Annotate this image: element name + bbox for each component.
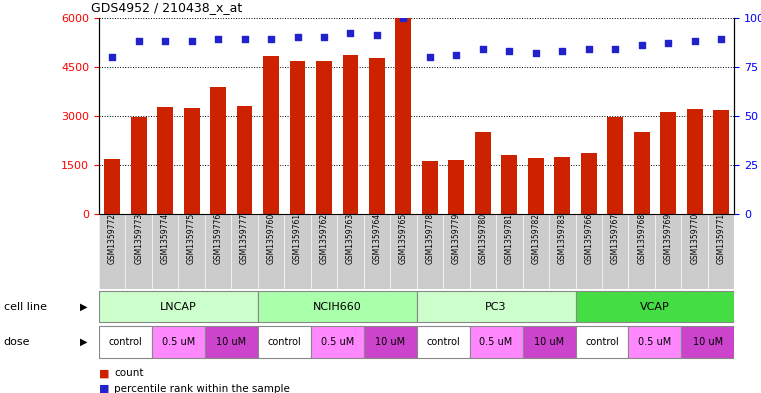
Bar <box>396 18 412 214</box>
Point <box>715 36 728 42</box>
Bar <box>523 326 575 358</box>
Bar <box>158 107 173 214</box>
Point <box>662 40 674 46</box>
Text: PC3: PC3 <box>486 301 507 312</box>
Bar <box>448 160 464 214</box>
Text: 10 uM: 10 uM <box>534 337 564 347</box>
Bar <box>289 61 305 214</box>
Point <box>265 36 277 42</box>
Bar <box>501 155 517 214</box>
Text: 10 uM: 10 uM <box>216 337 247 347</box>
Text: cell line: cell line <box>4 301 47 312</box>
Point <box>212 36 224 42</box>
Bar <box>713 110 729 214</box>
Bar <box>470 326 523 358</box>
Bar <box>342 55 358 214</box>
Bar <box>661 112 676 214</box>
Point <box>583 46 595 52</box>
Bar <box>258 326 310 358</box>
Text: NCIH660: NCIH660 <box>313 301 361 312</box>
Point <box>238 36 250 42</box>
Bar <box>422 161 438 214</box>
Text: control: control <box>267 337 301 347</box>
Bar <box>104 158 120 214</box>
Bar <box>369 58 385 214</box>
Point <box>291 34 304 40</box>
Text: 0.5 uM: 0.5 uM <box>638 337 671 347</box>
Bar <box>575 326 629 358</box>
Bar <box>681 326 734 358</box>
Text: dose: dose <box>4 337 30 347</box>
Bar <box>607 117 623 214</box>
Point <box>451 52 463 58</box>
Text: 10 uM: 10 uM <box>375 337 406 347</box>
Text: GDS4952 / 210438_x_at: GDS4952 / 210438_x_at <box>91 1 243 14</box>
Bar <box>263 56 279 214</box>
Bar <box>316 61 332 214</box>
Point <box>106 54 118 60</box>
Text: ■: ■ <box>99 368 110 378</box>
Bar <box>183 108 199 214</box>
Bar <box>417 290 575 322</box>
Point <box>609 46 621 52</box>
Point <box>689 38 701 44</box>
Bar <box>99 326 152 358</box>
Bar <box>152 326 205 358</box>
Bar <box>528 158 543 214</box>
Text: control: control <box>426 337 460 347</box>
Bar <box>237 106 253 214</box>
Bar <box>417 326 470 358</box>
Text: VCAP: VCAP <box>640 301 670 312</box>
Bar <box>205 326 258 358</box>
Point <box>556 48 568 54</box>
Point <box>635 42 648 48</box>
Point <box>318 34 330 40</box>
Bar <box>554 156 570 214</box>
Text: 0.5 uM: 0.5 uM <box>479 337 513 347</box>
Text: 0.5 uM: 0.5 uM <box>162 337 195 347</box>
Point <box>530 50 542 56</box>
Point <box>397 15 409 21</box>
Point <box>424 54 436 60</box>
Bar <box>258 290 417 322</box>
Text: ■: ■ <box>99 384 110 393</box>
Bar <box>475 132 491 214</box>
Text: control: control <box>109 337 142 347</box>
Text: control: control <box>585 337 619 347</box>
Bar <box>581 152 597 214</box>
Bar <box>575 290 734 322</box>
Point <box>159 38 171 44</box>
Point <box>132 38 145 44</box>
Point <box>186 38 198 44</box>
Bar <box>629 326 681 358</box>
Point <box>476 46 489 52</box>
Point <box>503 48 515 54</box>
Text: LNCAP: LNCAP <box>160 301 197 312</box>
Point <box>371 32 383 39</box>
Bar <box>686 109 702 214</box>
Bar <box>364 326 417 358</box>
Text: count: count <box>114 368 144 378</box>
Bar <box>210 87 226 214</box>
Text: ▶: ▶ <box>80 301 88 312</box>
Text: percentile rank within the sample: percentile rank within the sample <box>114 384 290 393</box>
Bar <box>310 326 364 358</box>
Bar <box>634 132 650 214</box>
Bar <box>99 290 258 322</box>
Text: 0.5 uM: 0.5 uM <box>320 337 354 347</box>
Point <box>345 30 357 37</box>
Bar <box>131 117 147 214</box>
Text: 10 uM: 10 uM <box>693 337 723 347</box>
Text: ▶: ▶ <box>80 337 88 347</box>
